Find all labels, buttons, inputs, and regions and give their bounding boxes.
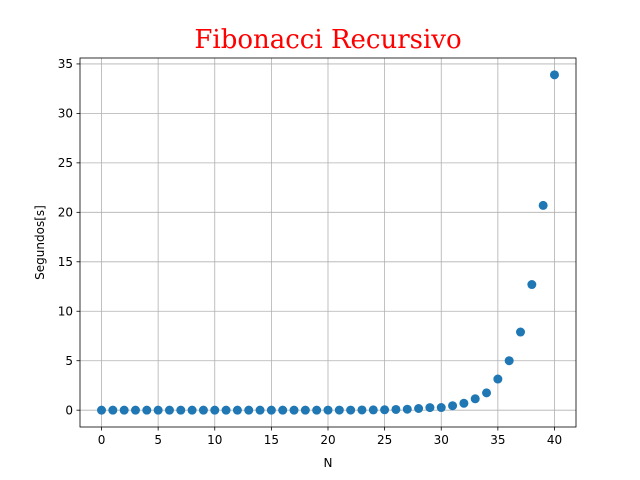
data-point <box>119 405 129 415</box>
data-point <box>108 405 118 415</box>
data-point <box>334 405 344 415</box>
data-point <box>164 405 174 415</box>
data-point <box>130 405 140 415</box>
data-point <box>493 374 503 384</box>
x-tick-label: 10 <box>207 433 222 447</box>
data-point <box>255 405 265 415</box>
y-tick-label: 35 <box>58 57 73 71</box>
x-tick-label: 15 <box>264 433 279 447</box>
y-tick-label: 0 <box>65 403 73 417</box>
data-point <box>142 405 152 415</box>
data-point <box>527 280 537 290</box>
data-point <box>323 405 333 415</box>
data-point <box>436 403 446 413</box>
data-point <box>391 404 401 414</box>
data-point <box>244 405 254 415</box>
y-tick-label: 30 <box>58 107 73 121</box>
data-point <box>312 405 322 415</box>
data-point <box>380 405 390 415</box>
data-point <box>187 405 197 415</box>
data-point <box>198 405 208 415</box>
data-point <box>289 405 299 415</box>
x-tick-label: 5 <box>154 433 162 447</box>
data-point <box>470 394 480 404</box>
y-tick-label: 25 <box>58 156 73 170</box>
x-tick-label: 25 <box>377 433 392 447</box>
x-axis-label: N <box>324 456 333 470</box>
data-point <box>414 404 424 414</box>
data-point <box>402 404 412 414</box>
data-points <box>97 70 559 415</box>
data-point <box>425 403 435 413</box>
data-point <box>153 405 163 415</box>
y-tick-label: 15 <box>58 255 73 269</box>
data-point <box>357 405 367 415</box>
data-point <box>210 405 220 415</box>
data-point <box>516 327 526 337</box>
data-point <box>368 405 378 415</box>
data-point <box>176 405 186 415</box>
y-tick-label: 20 <box>58 206 73 220</box>
data-point <box>538 200 548 210</box>
data-point <box>97 405 107 415</box>
x-tick-label: 35 <box>490 433 505 447</box>
data-point <box>482 388 492 398</box>
y-axis-label: Segundos[s] <box>33 205 47 280</box>
y-tick-label: 10 <box>58 304 73 318</box>
x-tick-label: 30 <box>434 433 449 447</box>
x-tick-label: 20 <box>320 433 335 447</box>
y-tick-label: 5 <box>65 354 73 368</box>
data-point <box>346 405 356 415</box>
data-point <box>232 405 242 415</box>
x-tick-label: 40 <box>547 433 562 447</box>
data-point <box>549 70 559 80</box>
chart-title: Fibonacci Recursivo <box>194 25 461 55</box>
data-point <box>278 405 288 415</box>
x-tick-label: 0 <box>98 433 106 447</box>
axis-ticks: 0 5 10 15 20 25 30 35 40 0 5 10 15 20 25 30 35 <box>58 57 562 447</box>
data-point <box>300 405 310 415</box>
data-point <box>504 356 514 366</box>
data-point <box>459 398 469 408</box>
data-point <box>266 405 276 415</box>
data-point <box>448 401 458 411</box>
data-point <box>221 405 231 415</box>
